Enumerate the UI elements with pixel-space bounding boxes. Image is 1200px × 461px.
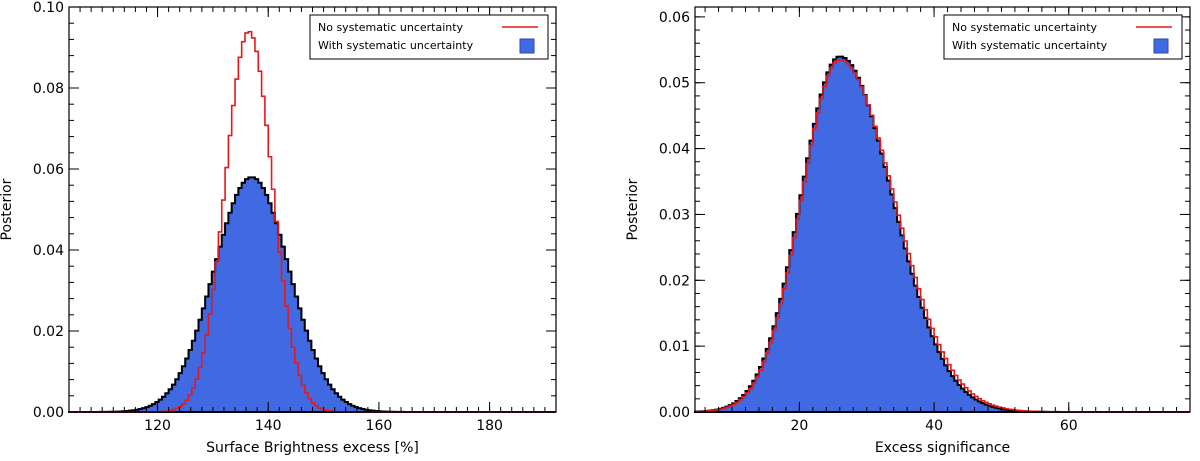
x-tick-label: 180: [476, 418, 503, 434]
y-tick-label: 0.10: [33, 0, 64, 16]
y-tick-label: 0.00: [659, 405, 690, 421]
series-with-systematic-filled-histogram: [694, 55, 1190, 413]
left-chart-panel: 120 140 160 180 0.00 0.02 0.04 0.06 0.08 0.10 Surf…: [0, 0, 557, 456]
plot-frame: [694, 6, 1191, 413]
legend-label-no-systematic: No systematic uncertainty: [952, 21, 1098, 34]
x-tick-label: 120: [144, 418, 171, 434]
legend: No systematic uncertainty With systematic…: [309, 14, 549, 60]
legend-box: [943, 14, 1183, 60]
y-tick-label: 0.01: [659, 339, 690, 355]
legend-box: [309, 14, 549, 60]
right-chart-panel: 20 40 60 0.00 0.01 0.02 0.03 0.04 0.05 0.06 Excess…: [625, 6, 1191, 456]
y-tick-label: 0.00: [33, 405, 64, 421]
y-tick-label: 0.06: [659, 10, 690, 26]
y-tick-label: 0.05: [659, 76, 690, 92]
legend-label-with-systematic: With systematic uncertainty: [318, 39, 474, 52]
x-tick-label: 40: [925, 418, 943, 434]
x-tick-label: 160: [366, 418, 393, 434]
x-tick-label: 140: [255, 418, 282, 434]
x-tick-label: 20: [790, 418, 808, 434]
y-tick-label: 0.02: [659, 273, 690, 289]
y-tick-label: 0.03: [659, 207, 690, 223]
legend: No systematic uncertainty With systematic…: [943, 14, 1183, 60]
y-tick-label: 0.04: [659, 142, 690, 158]
y-tick-label: 0.02: [33, 324, 64, 340]
legend-swatch-blue-box: [1153, 38, 1169, 54]
legend-swatch-blue-box: [519, 38, 535, 54]
series-with-systematic-filled-histogram: [68, 176, 556, 413]
x-tick-label: 60: [1060, 418, 1078, 434]
y-tick-label: 0.06: [33, 162, 64, 178]
legend-label-no-systematic: No systematic uncertainty: [318, 21, 464, 34]
y-axis-label: Posterior: [625, 178, 641, 240]
x-axis-label: Excess significance: [875, 440, 1010, 456]
y-tick-label: 0.04: [33, 243, 64, 259]
legend-label-with-systematic: With systematic uncertainty: [952, 39, 1108, 52]
y-axis-label: Posterior: [0, 178, 15, 240]
y-tick-label: 0.08: [33, 81, 64, 97]
x-axis-label: Surface Brightness excess [%]: [206, 440, 419, 456]
